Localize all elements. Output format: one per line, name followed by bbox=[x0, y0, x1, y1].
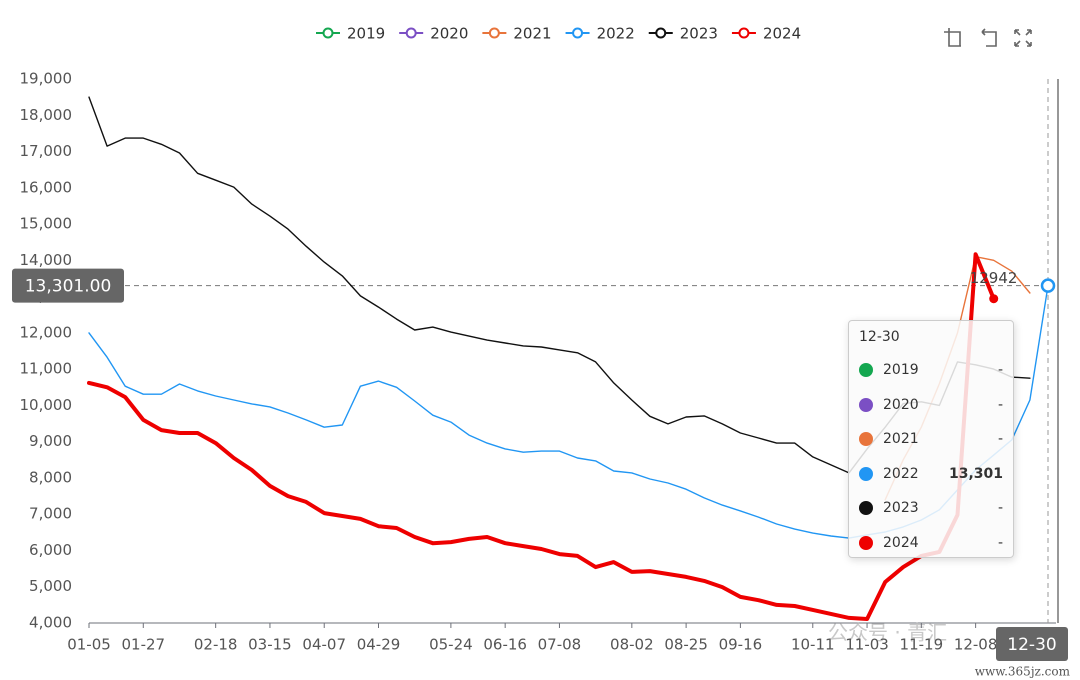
x-tick-label: 08-02 bbox=[610, 636, 654, 654]
tooltip-series: 2020 bbox=[883, 396, 919, 413]
series-line bbox=[87, 252, 996, 621]
x-tick-label: 11-19 bbox=[900, 636, 944, 654]
y-tick-label: 19,000 bbox=[20, 70, 73, 88]
y-tick-label: 8,000 bbox=[29, 468, 72, 486]
y-tick-label: 6,000 bbox=[29, 541, 72, 559]
tooltip-marker bbox=[859, 397, 873, 412]
x-tick-label: 12-08 bbox=[954, 636, 998, 654]
y-tick-label: 4,000 bbox=[29, 614, 72, 632]
y-tick-label: 9,000 bbox=[29, 432, 72, 450]
y-tick-label: 11,000 bbox=[20, 360, 73, 378]
tooltip-series: 2019 bbox=[883, 362, 919, 378]
legend-item[interactable]: 2023 bbox=[648, 25, 718, 43]
tooltip-marker bbox=[859, 536, 873, 550]
legend-label: 2023 bbox=[680, 25, 718, 43]
y-tick-label: 14,000 bbox=[20, 251, 73, 269]
tooltip-series: 2021 bbox=[883, 431, 919, 448]
tooltip-row: 2019 - bbox=[859, 359, 1003, 381]
legend-item[interactable]: 2019 bbox=[316, 25, 385, 43]
legend-icon-dot bbox=[572, 27, 584, 39]
tooltip-row: 2023 - bbox=[859, 497, 1003, 519]
x-tick-label: 04-29 bbox=[357, 636, 401, 654]
crosshair-x-label: 12-30 bbox=[1007, 635, 1056, 655]
legend-label: 2024 bbox=[763, 25, 801, 43]
legend-icon-dot bbox=[655, 27, 667, 39]
y-tick-label: 7,000 bbox=[29, 505, 72, 523]
y-tick-label: 16,000 bbox=[20, 178, 73, 196]
tooltip-row: 2024 - bbox=[859, 532, 1003, 554]
tooltip-marker bbox=[859, 432, 873, 447]
tooltip-value: - bbox=[997, 535, 1003, 551]
watermark: 公众号 · 青汇 bbox=[828, 621, 947, 645]
x-tick-label: 08-25 bbox=[664, 636, 708, 654]
tooltip-series: 2023 bbox=[883, 500, 919, 517]
tooltip-marker bbox=[859, 363, 873, 377]
watermark: www.365jz.com bbox=[975, 665, 1071, 679]
crosshair-x-box bbox=[996, 627, 1068, 661]
tooltip-row: 2022 13,301 bbox=[859, 463, 1003, 485]
legend-item[interactable]: 2021 bbox=[482, 25, 552, 43]
tooltip-value: - bbox=[997, 431, 1003, 448]
tooltip-series: 2024 bbox=[883, 535, 919, 551]
legend-item[interactable]: 2020 bbox=[399, 25, 468, 43]
crosshair-y-box bbox=[12, 268, 124, 303]
x-tick-label: 10-11 bbox=[791, 636, 835, 654]
x-tick-label: 01-27 bbox=[121, 636, 165, 654]
y-tick-label: 10,000 bbox=[20, 396, 73, 414]
x-tick-label: 02-18 bbox=[194, 636, 238, 654]
hover-point bbox=[1040, 278, 1056, 293]
tooltip-marker bbox=[859, 501, 873, 516]
x-tick-label: 07-08 bbox=[538, 636, 582, 654]
tooltip-title: 12-30 bbox=[859, 329, 900, 345]
tooltip-series: 2022 bbox=[883, 465, 919, 482]
x-tick-label: 01-05 bbox=[67, 636, 111, 654]
y-tick-label: 12,000 bbox=[20, 323, 73, 341]
legend-label: 2019 bbox=[347, 25, 385, 43]
tooltip-row: 2020 - bbox=[859, 394, 1003, 416]
x-tick-label: 05-24 bbox=[429, 636, 473, 654]
legend-icon-dot bbox=[738, 27, 750, 39]
x-tick-label: 06-16 bbox=[483, 636, 527, 654]
y-tick-label: 5,000 bbox=[29, 577, 72, 595]
fullscreen-icon[interactable] bbox=[1014, 29, 1032, 47]
x-tick-label: 11-03 bbox=[845, 636, 889, 654]
tooltip-value: - bbox=[997, 500, 1003, 517]
x-tick-label: 09-16 bbox=[719, 636, 763, 654]
legend-label: 2020 bbox=[430, 25, 468, 43]
legend-item[interactable]: 2022 bbox=[565, 25, 635, 43]
x-tick-label: 04-07 bbox=[302, 636, 346, 654]
toolbox[interactable] bbox=[944, 28, 1032, 47]
tooltip-marker bbox=[859, 466, 873, 481]
y-tick-label: 17,000 bbox=[20, 142, 73, 160]
restore-icon[interactable] bbox=[981, 28, 997, 47]
y-tick-label: 18,000 bbox=[20, 106, 73, 124]
legend-label: 2022 bbox=[597, 25, 635, 43]
zoom-icon[interactable] bbox=[944, 28, 961, 47]
legend-icon-dot bbox=[322, 27, 334, 39]
tooltip: 12-30 2019-2020-2021-2022 13,301 2023-2024… bbox=[848, 320, 1014, 558]
legend-item[interactable]: 2024 bbox=[731, 25, 801, 43]
y-tick-label: 15,000 bbox=[20, 215, 73, 233]
x-tick-label: 03-15 bbox=[248, 636, 292, 654]
data-label: 12942 bbox=[970, 269, 1018, 287]
crosshair-y-label: 13,301.00 bbox=[25, 277, 112, 297]
legend-icon-dot bbox=[405, 27, 417, 39]
end-point bbox=[989, 294, 999, 304]
tooltip-value: - bbox=[997, 362, 1003, 378]
tooltip-value: - bbox=[997, 396, 1003, 413]
legend-label: 2021 bbox=[513, 25, 551, 43]
legend-icon-dot bbox=[488, 27, 500, 39]
tooltip-row: 2021 - bbox=[859, 428, 1003, 450]
tooltip-value: 13,301 bbox=[948, 465, 1003, 482]
